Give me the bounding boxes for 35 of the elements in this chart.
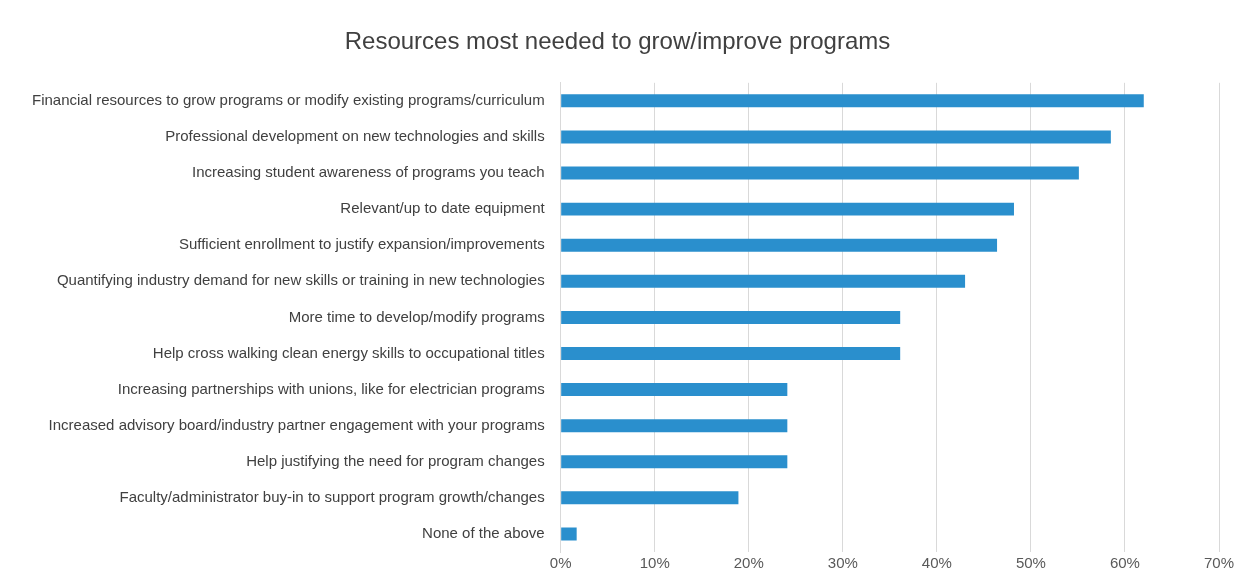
y-tick-label: Increasing partnerships with unions, like for electrician programs xyxy=(117,379,545,397)
x-tick-label: 70% xyxy=(1203,554,1235,572)
bar xyxy=(561,130,1111,144)
y-tick-label: Relevant/up to date equipment xyxy=(340,199,546,217)
y-tick-label: Faculty/administrator buy-in to support program growth/changes xyxy=(119,488,545,505)
bar xyxy=(561,455,788,469)
bar xyxy=(561,310,901,324)
x-tick-label: 20% xyxy=(733,554,764,572)
x-tick-label: 30% xyxy=(827,554,858,572)
bar xyxy=(561,274,966,288)
y-tick-label: Help cross walking clean energy skills to occupational titles xyxy=(152,343,545,361)
x-tick-label: 40% xyxy=(921,554,952,572)
bar xyxy=(561,491,739,505)
x-tick-label: 0% xyxy=(549,554,572,572)
y-tick-label: More time to develop/modify programs xyxy=(288,307,545,325)
y-tick-label: Sufficient enrollment to justify expansion/improvements xyxy=(178,235,545,253)
bar xyxy=(561,383,788,397)
bar xyxy=(561,202,1014,216)
bar xyxy=(561,347,901,360)
bar xyxy=(561,527,577,541)
x-tick-label: 50% xyxy=(1015,554,1046,572)
x-tick-label: 60% xyxy=(1109,554,1140,572)
y-tick-label: None of the above xyxy=(422,524,545,542)
bar xyxy=(561,238,998,252)
bar xyxy=(561,94,1144,108)
x-tick-label: 10% xyxy=(639,554,670,572)
y-tick-label: Professional development on new technologies and skills xyxy=(165,127,545,145)
y-tick-label: Increasing student awareness of programs you teach xyxy=(191,163,545,181)
bar xyxy=(561,419,788,433)
y-tick-label: Help justifying the need for program changes xyxy=(246,451,545,469)
y-tick-label: Increased advisory board/industry partner engagement with your programs xyxy=(48,415,545,433)
y-tick-label: Quantifying industry demand for new skills or training in new technologies xyxy=(56,271,545,289)
y-tick-label: Financial resources to grow programs or modify existing programs/curriculum xyxy=(31,90,545,108)
chart-title: Resources most needed to grow/improve programs xyxy=(344,27,891,55)
bar xyxy=(561,166,1079,180)
